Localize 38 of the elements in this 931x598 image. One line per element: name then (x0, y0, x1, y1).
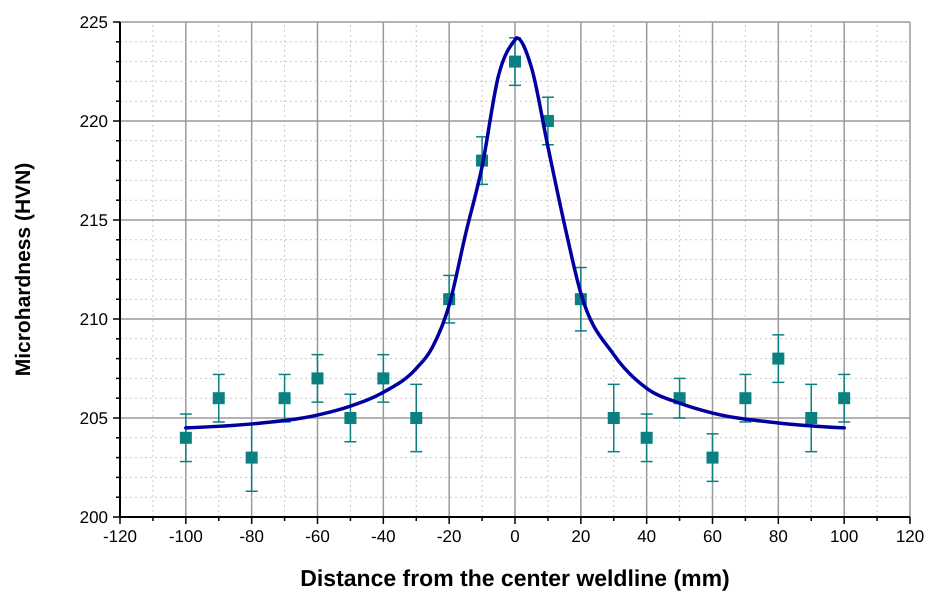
y-tick-label: 215 (80, 210, 108, 230)
x-tick-label: 20 (571, 527, 590, 546)
y-tick-label: 225 (80, 12, 108, 32)
y-tick-label: 220 (80, 112, 108, 131)
x-tick-label: -120 (102, 527, 138, 546)
x-tick-label: -60 (305, 527, 330, 546)
point (838, 392, 850, 404)
x-tick-label: -20 (436, 527, 462, 546)
point (312, 372, 324, 384)
x-tick-label: 120 (896, 527, 924, 546)
x-tick-label: -80 (239, 527, 264, 546)
point (805, 412, 818, 424)
point (509, 56, 521, 68)
point (212, 392, 225, 404)
x-tick-label: 40 (637, 527, 656, 546)
point (377, 372, 390, 384)
x-tick-label: -100 (168, 527, 203, 546)
point (344, 412, 356, 424)
x-tick-label: 60 (703, 527, 722, 546)
x-tick-label: 0 (510, 527, 520, 546)
point (246, 452, 258, 464)
point (278, 392, 291, 404)
x-tick-label: 80 (768, 527, 788, 546)
y-tick-label: 210 (80, 310, 108, 329)
y-tick-label: 205 (80, 408, 108, 428)
y-axis-title: Microhardness (HVN) (12, 162, 35, 376)
x-tick-label: -40 (371, 527, 396, 546)
line-series (184, 36, 846, 430)
point (410, 412, 422, 424)
y-tick-label: 200 (80, 508, 108, 527)
point (739, 392, 752, 404)
point (772, 352, 784, 365)
point (706, 452, 718, 464)
point (180, 432, 192, 444)
x-axis-title: Distance from the center weldline (mm) (300, 565, 730, 591)
x-tick-label: 100 (830, 527, 858, 546)
point (640, 432, 653, 444)
point (608, 412, 620, 424)
